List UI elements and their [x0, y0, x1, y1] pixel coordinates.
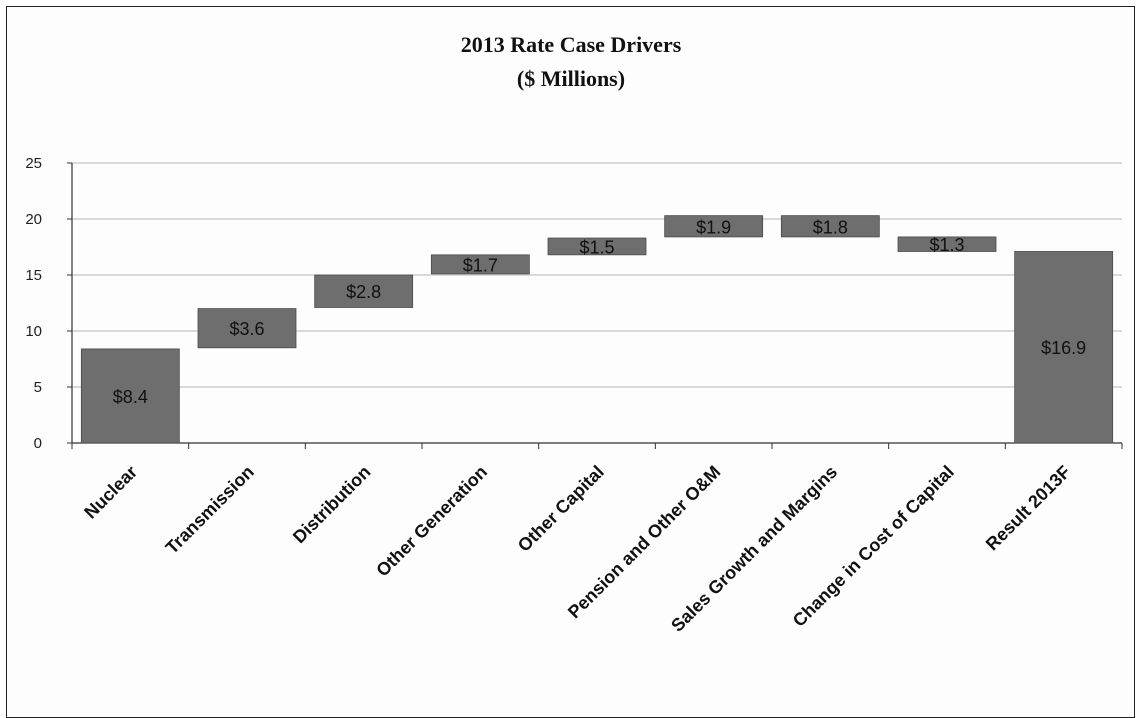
- axes: [67, 162, 1123, 449]
- chart-subtitle: ($ Millions): [517, 66, 625, 91]
- x-tick-label: Other Capital: [514, 462, 608, 556]
- y-tick-label: 15: [25, 267, 42, 284]
- data-label: $8.4: [113, 387, 148, 407]
- bar: [897, 236, 997, 252]
- bar: [780, 215, 880, 238]
- chart-title: 2013 Rate Case Drivers: [461, 32, 682, 57]
- y-tick-label: 25: [25, 155, 42, 172]
- x-tick-label: Nuclear: [80, 462, 141, 523]
- bar: [430, 254, 530, 275]
- data-label: $1.5: [579, 237, 614, 257]
- data-label: $1.9: [696, 217, 731, 237]
- bar: [314, 274, 414, 308]
- data-label: $1.3: [929, 235, 964, 255]
- x-tick-label: Result 2013F: [982, 462, 1075, 555]
- data-label: $1.7: [463, 255, 498, 275]
- x-tick-label: Other Generation: [372, 462, 491, 581]
- y-tick-label: 20: [25, 211, 42, 228]
- y-axis-ticks: 0 5 10 15 20 25: [25, 155, 42, 452]
- chart-frame: [6, 6, 1135, 718]
- x-tick-label: Distribution: [289, 462, 375, 548]
- data-label: $3.6: [229, 319, 264, 339]
- bars: [80, 215, 1114, 444]
- y-tick-label: 10: [25, 323, 42, 340]
- bar: [547, 237, 647, 256]
- bar: [197, 308, 297, 349]
- bar: [664, 215, 764, 238]
- data-labels: $8.4 $3.6 $2.8 $1.7 $1.5 $1.9 $1.8 $1.3 $16.9: [113, 217, 1086, 407]
- data-label: $16.9: [1041, 338, 1086, 358]
- data-label: $2.8: [346, 282, 381, 302]
- x-tick-label: Transmission: [162, 462, 258, 558]
- y-tick-label: 0: [34, 435, 42, 452]
- y-tick-label: 5: [34, 379, 42, 396]
- bar: [80, 348, 180, 444]
- bar: [1014, 251, 1114, 444]
- data-label: $1.8: [813, 217, 848, 237]
- gridlines: [72, 162, 1122, 388]
